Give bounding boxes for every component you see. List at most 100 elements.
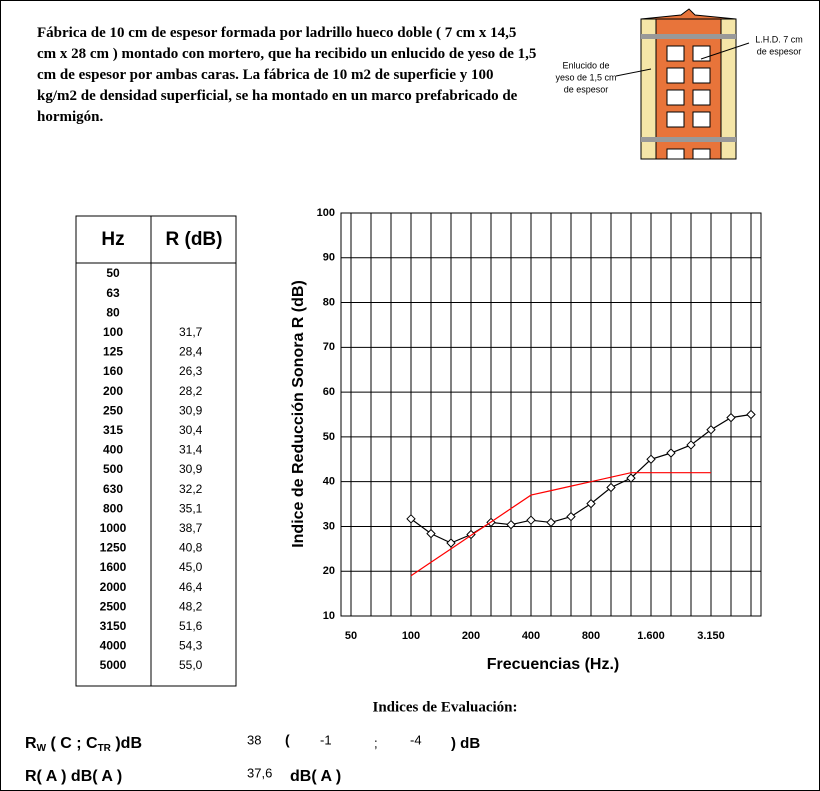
label-part: TR: [98, 743, 112, 754]
marker: [666, 448, 676, 458]
x-tick-label: 800: [582, 630, 600, 642]
y-tick-label: 80: [323, 296, 335, 308]
table-cell: 2500: [100, 599, 127, 613]
table-cell: 200: [103, 384, 123, 398]
table-cell: 63: [106, 286, 120, 300]
y-tick-label: 70: [323, 341, 335, 353]
table-cell: 2000: [100, 580, 127, 594]
wall-illustration: Enlucido de yeso de 1,5 cm de espesor L.…: [555, 8, 803, 160]
y-tick-label: 100: [317, 207, 335, 219]
table-cell: 630: [103, 482, 123, 496]
table-cell: 5000: [100, 658, 127, 672]
label-part: )dB: [111, 735, 142, 752]
marker: [586, 498, 596, 509]
marker: [726, 412, 736, 423]
marker: [626, 473, 636, 483]
table-cell: 80: [106, 305, 120, 319]
table-cell: 46,4: [179, 580, 203, 594]
table-cell: 800: [103, 501, 123, 515]
label: de espesor: [757, 46, 802, 56]
table-cell: 48,2: [179, 599, 203, 613]
x-tick-label: 1.600: [637, 630, 665, 642]
table-cell: 26,3: [179, 364, 203, 378]
series-line: [410, 472, 711, 577]
table-cell: 4000: [100, 639, 127, 653]
table-cell: 30,4: [179, 423, 203, 437]
table-cell: 500: [103, 462, 123, 476]
data-table: Hz R (dB) 50 63 80 100 31,7 125 28,4 160 26,3 200…: [75, 215, 237, 687]
label: yeso de 1,5 cm: [555, 72, 616, 82]
ra-label: R( A ) dB( A ): [25, 768, 122, 785]
marker: [566, 511, 576, 522]
indices-title: Indices de Evaluación:: [372, 699, 517, 715]
y-tick-label: 20: [323, 565, 335, 577]
marker: [446, 538, 456, 548]
x-axis-title: Frecuencias (Hz.): [487, 656, 619, 673]
table-cell: 51,6: [179, 619, 203, 633]
table-cell: 400: [103, 443, 123, 457]
table-cell: 1250: [100, 541, 127, 555]
table-cell: 1000: [100, 521, 127, 535]
table-cell: 31,4: [179, 443, 203, 457]
marker: [686, 440, 696, 450]
x-tick-label: 50: [345, 630, 357, 642]
x-tick-label: 400: [522, 630, 540, 642]
marker: [706, 425, 716, 435]
table-cell: 35,1: [179, 501, 203, 515]
label: Enlucido de: [562, 60, 609, 70]
label-part: ( C ; C: [46, 735, 98, 752]
table-cell: 3150: [100, 619, 127, 633]
table-cell: 31,7: [179, 325, 203, 339]
y-tick-label: 30: [323, 520, 335, 532]
marker: [426, 528, 436, 539]
table-cell: 32,2: [179, 482, 203, 496]
marker: [606, 482, 616, 493]
table-cell: 45,0: [179, 560, 203, 574]
y-tick-label: 90: [323, 252, 335, 264]
table-cell: 250: [103, 403, 123, 417]
value: ) dB: [451, 735, 480, 752]
table-cell: 38,7: [179, 521, 203, 535]
x-tick-label: 3.150: [697, 630, 725, 642]
y-tick-label: 40: [323, 476, 335, 488]
unit: dB( A ): [290, 768, 341, 785]
y-tick-label: 10: [323, 610, 335, 622]
x-tick-label: 100: [402, 630, 420, 642]
y-tick-label: 50: [323, 431, 335, 443]
value: -1: [320, 732, 332, 747]
value: ;: [374, 735, 378, 750]
value: (: [285, 732, 290, 748]
indices: Indices de Evaluación: RW ( C ; CTR )dB …: [25, 699, 518, 785]
chart: Indice de Reducción Sonora R (dB) Frecue…: [290, 207, 762, 673]
label: de espesor: [564, 84, 609, 94]
table-cell: 28,4: [179, 345, 203, 359]
table-header: R (dB): [166, 229, 223, 250]
table-cell: 28,2: [179, 384, 203, 398]
x-tick-label: 200: [462, 630, 480, 642]
marker: [506, 519, 516, 530]
table-cell: 30,9: [179, 462, 203, 476]
table-cell: 160: [103, 364, 123, 378]
table-cell: 100: [103, 325, 123, 339]
table-cell: 54,3: [179, 639, 203, 653]
value: -4: [410, 732, 422, 747]
series-line: [410, 413, 752, 544]
table-cell: 125: [103, 345, 123, 359]
label-part: W: [37, 743, 47, 754]
table-cell: 50: [106, 266, 120, 280]
value: 38: [247, 732, 261, 747]
table-header: Hz: [101, 229, 124, 250]
marker: [646, 454, 656, 464]
table-cell: 30,9: [179, 403, 203, 417]
value: 37,6: [247, 765, 272, 780]
y-axis-title: Indice de Reducción Sonora R (dB): [290, 280, 307, 548]
marker: [746, 409, 756, 420]
marker: [546, 517, 556, 528]
y-tick-label: 60: [323, 386, 335, 398]
description: Fábrica de 10 cm de espesor formada por …: [37, 25, 537, 125]
table-cell: 315: [103, 423, 123, 437]
table-cell: 40,8: [179, 541, 203, 555]
marker: [406, 514, 416, 524]
